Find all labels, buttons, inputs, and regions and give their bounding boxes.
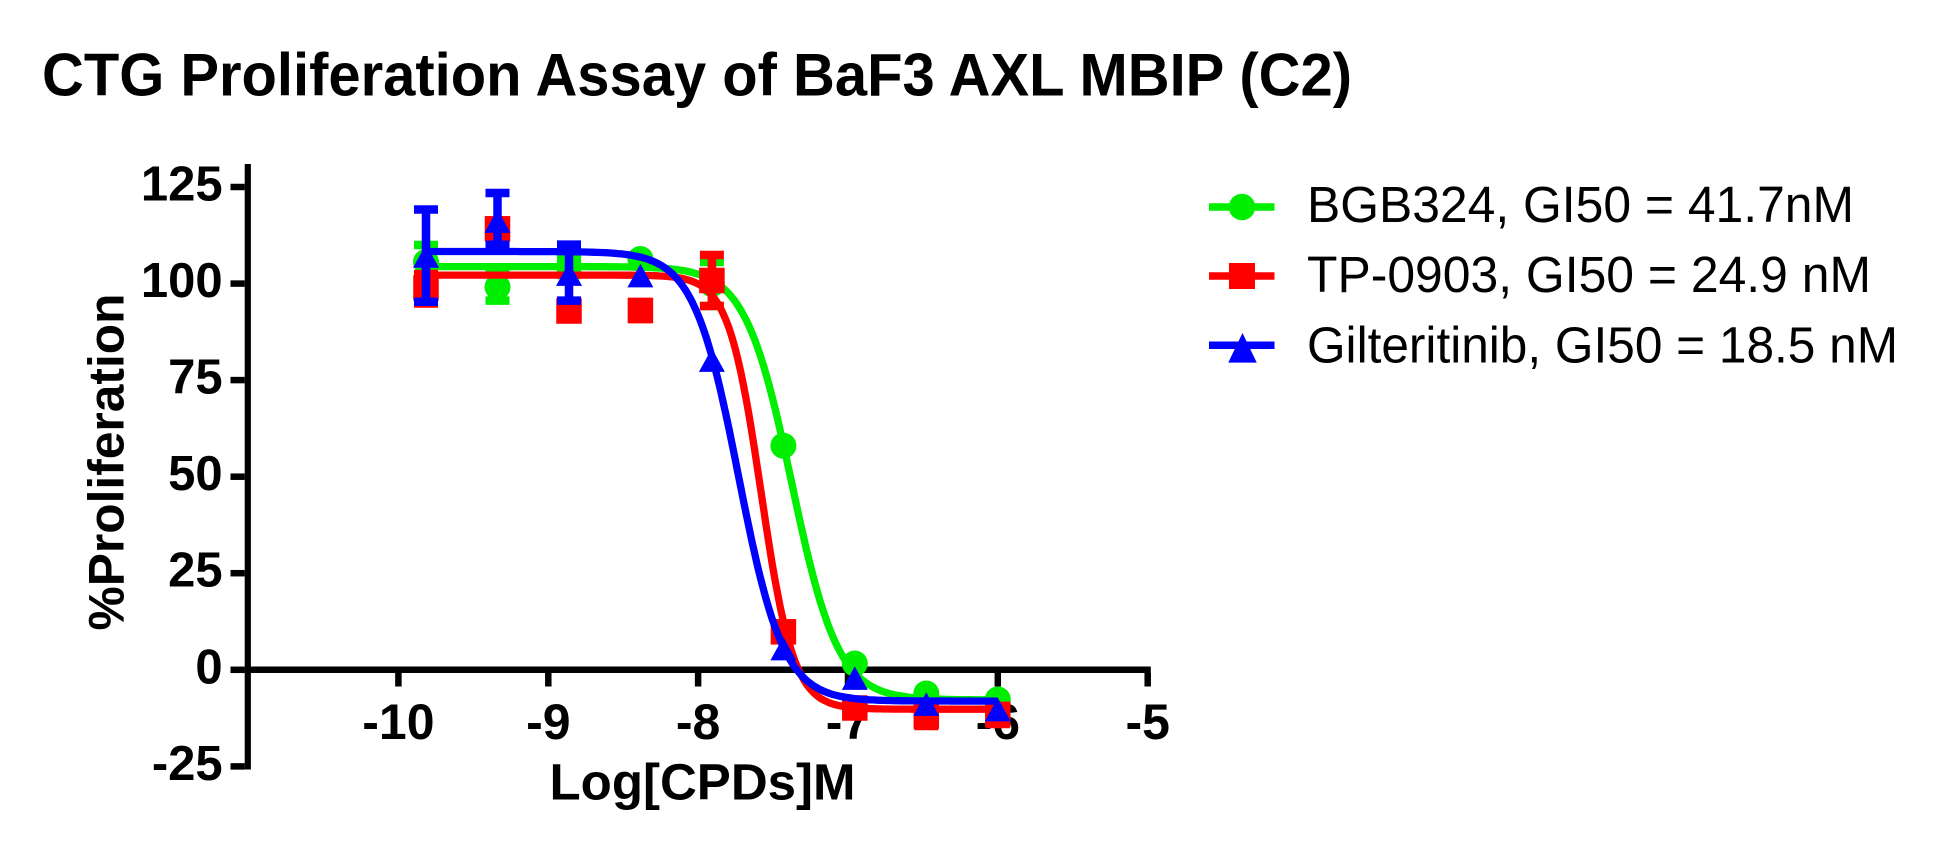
svg-text:CTG Proliferation Assay of BaF: CTG Proliferation Assay of BaF3 AXL MBIP… [42,42,1352,109]
svg-text:-5: -5 [1125,694,1169,750]
svg-text:0: 0 [195,640,222,694]
svg-text:Gilteritinib, GI50 = 18.5 nM: Gilteritinib, GI50 = 18.5 nM [1307,317,1898,374]
svg-text:125: 125 [141,158,223,212]
svg-text:100: 100 [141,254,223,308]
svg-text:75: 75 [168,351,223,405]
svg-text:-10: -10 [362,694,434,750]
svg-text:Log[CPDs]M: Log[CPDs]M [550,754,856,811]
svg-text:%Proliferation: %Proliferation [79,294,135,631]
svg-text:-9: -9 [526,694,570,750]
svg-text:25: 25 [168,544,223,598]
svg-text:BGB324, GI50 = 41.7nM: BGB324, GI50 = 41.7nM [1307,176,1854,233]
svg-text:-25: -25 [152,737,223,791]
svg-text:TP-0903, GI50 = 24.9 nM: TP-0903, GI50 = 24.9 nM [1307,246,1871,303]
svg-text:50: 50 [168,447,223,501]
svg-text:-8: -8 [676,694,720,750]
